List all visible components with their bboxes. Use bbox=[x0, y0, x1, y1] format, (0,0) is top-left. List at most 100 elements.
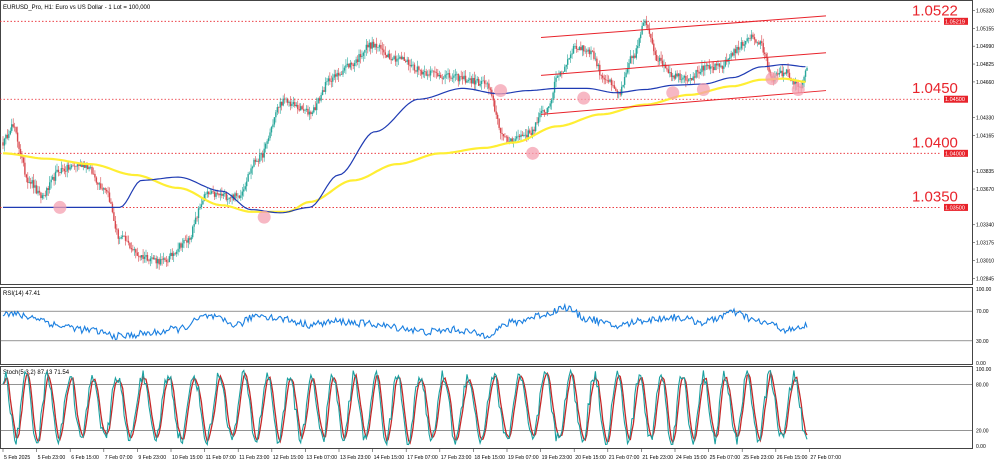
rsi-tick-label-1: 70.00 bbox=[976, 309, 989, 315]
candle-body-59 bbox=[88, 167, 90, 170]
candle-body-277 bbox=[406, 59, 408, 62]
candle-body-295 bbox=[432, 70, 435, 72]
candle-body-17 bbox=[27, 177, 29, 183]
time-tick-label-9: 13 Feb 07:00 bbox=[306, 455, 337, 461]
candle-body-276 bbox=[405, 60, 407, 62]
candle-body-0 bbox=[2, 142, 4, 146]
price-tick-label-3: 1.04825 bbox=[976, 62, 994, 68]
candle-body-369 bbox=[540, 110, 543, 114]
candle-body-457 bbox=[669, 72, 671, 74]
candle-body-9 bbox=[15, 127, 17, 133]
candle-body-118 bbox=[174, 253, 176, 254]
candle-body-340 bbox=[498, 118, 500, 128]
candle-body-352 bbox=[515, 136, 518, 139]
candle-body-48 bbox=[72, 165, 74, 167]
candle-body-544 bbox=[796, 81, 798, 84]
candle-body-7 bbox=[12, 124, 14, 127]
candle-body-373 bbox=[546, 108, 548, 113]
candle-body-73 bbox=[108, 192, 111, 202]
candle-body-212 bbox=[311, 112, 314, 115]
channel-lower-line bbox=[540, 90, 827, 115]
candle-body-232 bbox=[340, 74, 343, 75]
candle-body-151 bbox=[222, 194, 225, 196]
candle-body-132 bbox=[194, 217, 197, 225]
candle-body-426 bbox=[623, 77, 626, 85]
candle-body-220 bbox=[323, 90, 325, 92]
price-tick-label-11: 1.03010 bbox=[976, 258, 994, 264]
candle-body-523 bbox=[765, 54, 767, 58]
candle-body-105 bbox=[155, 258, 157, 264]
candle-body-511 bbox=[747, 38, 750, 39]
candle-body-106 bbox=[156, 259, 159, 264]
candle-body-72 bbox=[107, 191, 109, 193]
candle-body-506 bbox=[740, 42, 743, 49]
candle-body-119 bbox=[175, 251, 178, 254]
candle-body-262 bbox=[384, 52, 387, 55]
candle-body-78 bbox=[116, 228, 118, 230]
candle-body-144 bbox=[212, 191, 214, 192]
candle-body-332 bbox=[486, 83, 489, 85]
candle-body-69 bbox=[102, 188, 105, 190]
candle-body-281 bbox=[412, 64, 414, 66]
price-tick-label-4: 1.04660 bbox=[976, 80, 994, 86]
time-tick-label-12: 17 Feb 07:00 bbox=[407, 455, 438, 461]
candle-body-23 bbox=[35, 185, 38, 194]
candle-body-521 bbox=[762, 43, 764, 53]
candle-body-18 bbox=[28, 182, 30, 183]
candle-body-114 bbox=[168, 256, 171, 263]
candle-body-103 bbox=[152, 257, 154, 260]
candle-body-465 bbox=[680, 79, 683, 81]
candle-body-498 bbox=[728, 57, 731, 59]
candle-body-152 bbox=[224, 193, 226, 195]
candle-body-173 bbox=[254, 159, 257, 162]
candle-body-334 bbox=[489, 88, 492, 90]
candle-body-45 bbox=[67, 164, 70, 170]
candle-body-364 bbox=[533, 129, 535, 132]
time-tick-label-18: 21 Feb 07:00 bbox=[609, 455, 640, 461]
candle-body-304 bbox=[445, 74, 448, 76]
candle-body-318 bbox=[466, 80, 468, 83]
candle-body-195 bbox=[286, 98, 289, 103]
level-label-3: 1.0350 bbox=[912, 188, 958, 205]
candle-body-316 bbox=[463, 75, 465, 80]
candle-body-37 bbox=[56, 169, 58, 172]
candle-body-443 bbox=[648, 28, 651, 34]
candle-body-505 bbox=[739, 48, 741, 50]
candle-body-36 bbox=[54, 171, 57, 181]
candle-body-398 bbox=[583, 45, 585, 52]
candle-body-524 bbox=[766, 57, 769, 68]
candle-body-476 bbox=[696, 70, 699, 72]
candle-body-168 bbox=[247, 174, 249, 182]
candle-body-289 bbox=[423, 71, 426, 73]
time-axis: 5 Feb 2025 5 Feb 23:00 6 Feb 15:00 7 Feb 07… bbox=[2, 449, 841, 461]
time-tick-label-8: 12 Feb 15:00 bbox=[273, 455, 304, 461]
candle-body-183 bbox=[269, 132, 271, 139]
touch-point-4 bbox=[577, 91, 591, 105]
candle-body-408 bbox=[597, 64, 600, 67]
candle-body-341 bbox=[499, 127, 502, 133]
candle-body-86 bbox=[127, 240, 130, 243]
candle-body-248 bbox=[364, 49, 366, 53]
candle-body-100 bbox=[148, 260, 150, 262]
candle-body-420 bbox=[615, 88, 617, 91]
candle-body-509 bbox=[745, 40, 747, 45]
candle-body-55 bbox=[82, 163, 84, 168]
candle-body-537 bbox=[785, 69, 788, 74]
candle-body-484 bbox=[708, 65, 710, 69]
candle-body-266 bbox=[390, 58, 392, 61]
candle-body-535 bbox=[782, 72, 785, 77]
candle-body-485 bbox=[709, 66, 712, 69]
candle-body-85 bbox=[126, 240, 128, 242]
candle-body-265 bbox=[388, 53, 391, 59]
candle-body-41 bbox=[62, 168, 64, 169]
candle-body-471 bbox=[689, 78, 691, 79]
candle-body-383 bbox=[561, 71, 563, 73]
stoch-main-line bbox=[2, 368, 808, 447]
candle-body-3 bbox=[6, 134, 9, 138]
main-title: EURUSD_Pro, H1: Euro vs US Dollar - 1 Lo… bbox=[3, 5, 151, 11]
candle-body-153 bbox=[225, 193, 227, 200]
candle-body-235 bbox=[345, 65, 347, 68]
candle-body-50 bbox=[75, 166, 77, 167]
candle-body-142 bbox=[209, 193, 211, 195]
